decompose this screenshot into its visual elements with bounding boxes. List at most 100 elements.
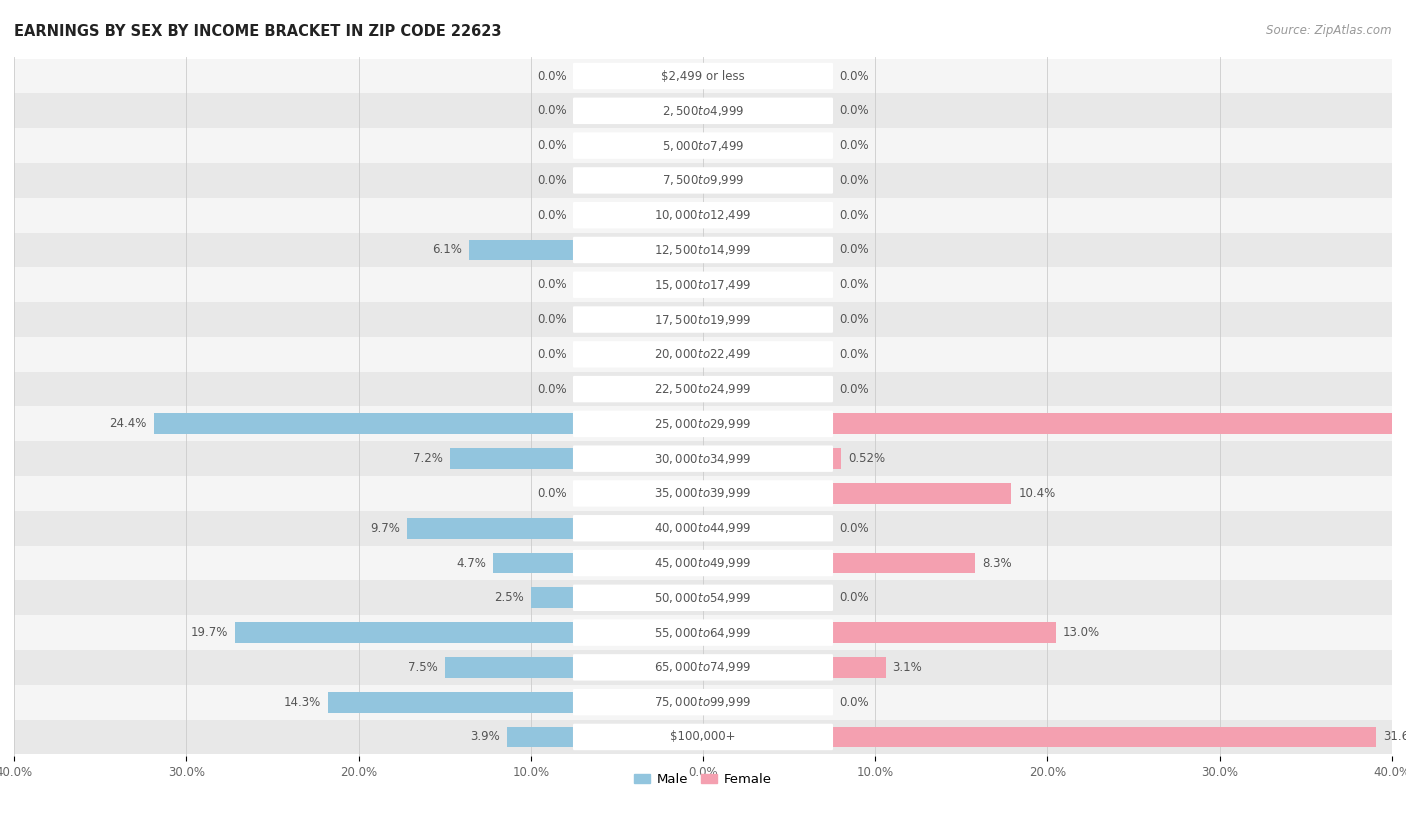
FancyBboxPatch shape	[574, 515, 832, 541]
Text: $30,000 to $34,999: $30,000 to $34,999	[654, 452, 752, 466]
Text: $100,000+: $100,000+	[671, 730, 735, 743]
Bar	[14, 650, 1392, 685]
Text: 0.0%: 0.0%	[839, 313, 869, 326]
Text: 0.0%: 0.0%	[537, 383, 567, 396]
Text: 0.0%: 0.0%	[839, 70, 869, 83]
Text: $22,500 to $24,999: $22,500 to $24,999	[654, 382, 752, 396]
Bar	[14, 720, 1392, 754]
Text: 9.7%: 9.7%	[370, 522, 399, 535]
Text: 0.0%: 0.0%	[839, 209, 869, 222]
Text: 0.0%: 0.0%	[839, 591, 869, 604]
Bar	[14, 163, 1392, 198]
Bar	[832, 448, 841, 469]
Text: 0.0%: 0.0%	[839, 174, 869, 187]
Text: EARNINGS BY SEX BY INCOME BRACKET IN ZIP CODE 22623: EARNINGS BY SEX BY INCOME BRACKET IN ZIP…	[14, 24, 502, 39]
Text: $10,000 to $12,499: $10,000 to $12,499	[654, 208, 752, 222]
Text: 0.0%: 0.0%	[537, 313, 567, 326]
Text: 3.9%: 3.9%	[470, 730, 499, 743]
Text: 31.6%: 31.6%	[1384, 730, 1406, 743]
Bar	[406, 518, 574, 539]
Text: 4.7%: 4.7%	[456, 557, 486, 570]
Text: 0.0%: 0.0%	[537, 104, 567, 117]
Text: 13.0%: 13.0%	[1063, 626, 1099, 639]
FancyBboxPatch shape	[574, 411, 832, 437]
FancyBboxPatch shape	[574, 272, 832, 298]
Text: $55,000 to $64,999: $55,000 to $64,999	[654, 625, 752, 640]
Text: 0.0%: 0.0%	[839, 139, 869, 152]
Bar	[832, 727, 1376, 747]
Text: 0.0%: 0.0%	[537, 209, 567, 222]
Bar	[14, 476, 1392, 511]
FancyBboxPatch shape	[574, 620, 832, 646]
Bar	[14, 59, 1392, 93]
Text: 2.5%: 2.5%	[494, 591, 524, 604]
Bar	[444, 657, 574, 678]
FancyBboxPatch shape	[574, 341, 832, 367]
Text: 0.0%: 0.0%	[839, 522, 869, 535]
FancyBboxPatch shape	[574, 689, 832, 715]
FancyBboxPatch shape	[574, 585, 832, 611]
Text: 0.0%: 0.0%	[839, 243, 869, 256]
FancyBboxPatch shape	[574, 307, 832, 333]
Bar	[14, 441, 1392, 476]
Legend: Male, Female: Male, Female	[628, 768, 778, 791]
Bar	[832, 414, 1405, 434]
Bar	[14, 233, 1392, 267]
Text: $25,000 to $29,999: $25,000 to $29,999	[654, 417, 752, 431]
Bar	[14, 615, 1392, 650]
Text: $17,500 to $19,999: $17,500 to $19,999	[654, 312, 752, 327]
FancyBboxPatch shape	[574, 376, 832, 402]
Text: $45,000 to $49,999: $45,000 to $49,999	[654, 556, 752, 570]
Text: 19.7%: 19.7%	[190, 626, 228, 639]
Text: 0.0%: 0.0%	[537, 139, 567, 152]
Bar	[14, 406, 1392, 441]
Text: 3.1%: 3.1%	[893, 661, 922, 674]
Text: 0.0%: 0.0%	[839, 348, 869, 361]
Text: 0.0%: 0.0%	[537, 487, 567, 500]
Bar	[14, 580, 1392, 615]
Bar	[14, 546, 1392, 580]
Text: $2,500 to $4,999: $2,500 to $4,999	[662, 104, 744, 118]
Bar	[14, 93, 1392, 128]
Text: $7,500 to $9,999: $7,500 to $9,999	[662, 173, 744, 188]
Bar	[14, 372, 1392, 406]
Bar	[832, 657, 886, 678]
Bar	[14, 511, 1392, 546]
Bar	[494, 553, 574, 573]
Text: 7.5%: 7.5%	[408, 661, 437, 674]
FancyBboxPatch shape	[574, 724, 832, 750]
Bar	[14, 337, 1392, 372]
Text: $50,000 to $54,999: $50,000 to $54,999	[654, 591, 752, 605]
Text: Source: ZipAtlas.com: Source: ZipAtlas.com	[1267, 24, 1392, 37]
Text: 0.0%: 0.0%	[537, 278, 567, 291]
Text: 0.0%: 0.0%	[839, 696, 869, 709]
Bar	[14, 302, 1392, 337]
FancyBboxPatch shape	[574, 98, 832, 124]
Bar	[328, 692, 574, 713]
Text: 0.0%: 0.0%	[537, 174, 567, 187]
Text: 8.3%: 8.3%	[981, 557, 1012, 570]
Bar	[14, 685, 1392, 720]
Text: 0.0%: 0.0%	[537, 348, 567, 361]
Text: $5,000 to $7,499: $5,000 to $7,499	[662, 138, 744, 153]
Bar	[14, 198, 1392, 233]
Bar	[14, 267, 1392, 302]
Text: 7.2%: 7.2%	[413, 452, 443, 465]
Bar	[832, 553, 976, 573]
Bar	[468, 240, 574, 260]
Bar	[153, 414, 574, 434]
Bar	[506, 727, 574, 747]
Text: 0.0%: 0.0%	[839, 278, 869, 291]
Text: $12,500 to $14,999: $12,500 to $14,999	[654, 243, 752, 257]
Text: $35,000 to $39,999: $35,000 to $39,999	[654, 486, 752, 501]
Text: $15,000 to $17,499: $15,000 to $17,499	[654, 278, 752, 292]
Text: 10.4%: 10.4%	[1018, 487, 1056, 500]
FancyBboxPatch shape	[574, 63, 832, 89]
FancyBboxPatch shape	[574, 654, 832, 680]
FancyBboxPatch shape	[574, 237, 832, 263]
Text: 6.1%: 6.1%	[432, 243, 461, 256]
Text: $75,000 to $99,999: $75,000 to $99,999	[654, 695, 752, 709]
Text: 0.52%: 0.52%	[848, 452, 886, 465]
Bar	[14, 128, 1392, 163]
Text: $65,000 to $74,999: $65,000 to $74,999	[654, 660, 752, 675]
